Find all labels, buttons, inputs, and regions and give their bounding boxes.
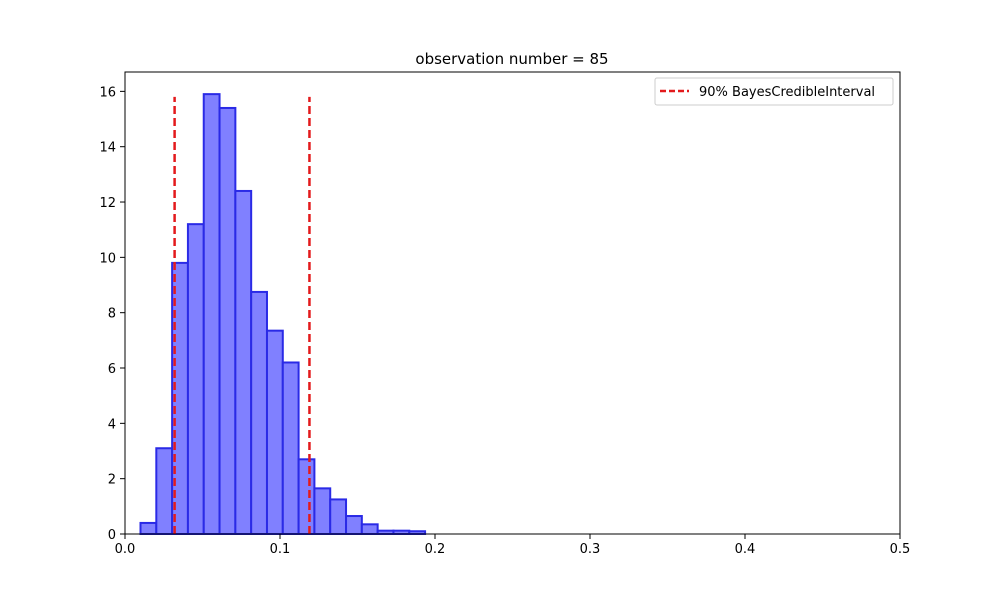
legend-box bbox=[654, 77, 894, 106]
histogram-bar bbox=[360, 523, 379, 536]
y-tick-label: 6 bbox=[108, 362, 116, 377]
histogram-bar bbox=[281, 361, 300, 535]
x-tick-label: 0.4 bbox=[735, 542, 756, 557]
chart-title: observation number = 85 bbox=[415, 50, 608, 68]
x-tick-label: 0.5 bbox=[890, 542, 911, 557]
histogram-bar bbox=[234, 189, 253, 536]
y-tick-label: 0 bbox=[108, 528, 116, 543]
y-tick-label: 2 bbox=[108, 473, 116, 488]
y-tick-label: 12 bbox=[99, 196, 116, 211]
y-axis: 0 2 4 6 8 10 12 14 16 bbox=[99, 85, 125, 543]
y-tick-label: 8 bbox=[108, 307, 116, 322]
y-tick-label: 10 bbox=[99, 251, 116, 266]
histogram-bars bbox=[139, 93, 427, 536]
x-tick-label: 0.2 bbox=[425, 542, 446, 557]
y-tick-label: 16 bbox=[99, 85, 116, 100]
histogram-bar bbox=[186, 223, 205, 535]
histogram-bar bbox=[218, 106, 237, 535]
histogram-bar bbox=[265, 329, 284, 535]
y-tick-label: 14 bbox=[99, 141, 116, 156]
x-tick-label: 0.1 bbox=[270, 542, 291, 557]
histogram-bar bbox=[139, 521, 158, 536]
x-tick-label: 0.3 bbox=[580, 542, 601, 557]
y-tick-label: 4 bbox=[108, 417, 116, 432]
histogram-bar bbox=[297, 458, 316, 535]
histogram-bar bbox=[345, 515, 363, 535]
histogram-bar bbox=[250, 290, 268, 536]
legend: 90% BayesCredibleInterval bbox=[654, 77, 894, 106]
x-tick-label: 0.0 bbox=[115, 542, 136, 557]
credible-interval-lines bbox=[173, 96, 311, 534]
x-axis: 0.0 0.1 0.2 0.3 0.4 0.5 bbox=[115, 534, 911, 557]
histogram-bar bbox=[155, 447, 174, 536]
histogram-bar bbox=[313, 487, 332, 536]
histogram-bar bbox=[202, 93, 221, 535]
plot-area-frame bbox=[124, 71, 901, 535]
histogram-bar bbox=[329, 498, 348, 535]
legend-entry-credible-interval: 90% BayesCredibleInterval bbox=[699, 85, 875, 100]
